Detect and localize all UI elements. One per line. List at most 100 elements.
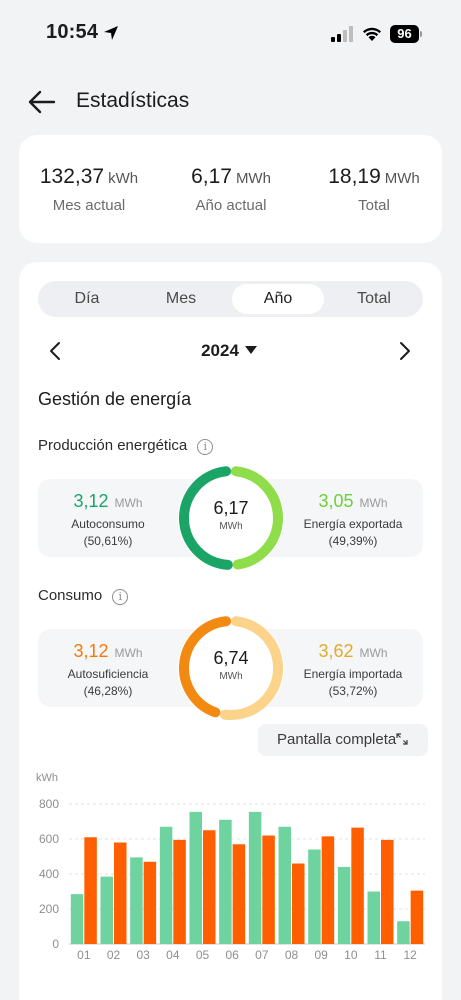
production-center-value: 6,17 (213, 498, 249, 518)
page-title: Estadísticas (76, 89, 190, 112)
production-center-unit: MWh (219, 521, 243, 532)
summary-month-value: 132,37 (39, 165, 105, 188)
summary-total-label: Total (358, 197, 390, 214)
bar-orange (143, 861, 157, 944)
tab-dia[interactable]: Día (74, 290, 100, 307)
y-tick-label: 0 (52, 937, 59, 951)
summary-year-value: 6,17 (191, 165, 232, 188)
bar-orange (410, 890, 424, 944)
caret-down-icon (244, 346, 257, 354)
battery-indicator: 96 (390, 25, 422, 43)
bar-orange (84, 837, 97, 944)
bar-green (70, 894, 84, 944)
period-tabs: Día Mes Año Total (38, 281, 423, 317)
bar-orange (232, 844, 246, 944)
consumption-donut (178, 615, 284, 721)
location-arrow-icon (104, 26, 118, 40)
exportada-pct: (49,39%) (328, 534, 378, 548)
x-tick-label: 08 (285, 948, 299, 962)
bar-green (248, 811, 262, 944)
summary-total: 18,19 MWh Total (304, 165, 444, 214)
bar-orange (262, 835, 275, 944)
fullscreen-label: Pantalla completa (277, 731, 397, 748)
tab-mes[interactable]: Mes (165, 290, 197, 307)
x-tick-label: 01 (77, 948, 91, 962)
importada-stat: 3,62 MWh Energía importada (53,72%) (283, 641, 423, 698)
section-title: Gestión de energía (38, 389, 192, 409)
summary-year: 6,17 MWh Año actual (161, 165, 301, 214)
fullscreen-button[interactable]: Pantalla completa (258, 724, 428, 756)
autoconsumo-pct: (50,61%) (83, 534, 133, 548)
bar-orange (173, 839, 186, 944)
bar-orange (114, 842, 127, 944)
monthly-energy-chart: kWh 0 200 400 600 800 01 02 03 04 05 06 07 08 09 10 11 12 (36, 772, 425, 962)
autosuficiencia-label: Autosuficiencia (67, 667, 149, 681)
bar-green (130, 857, 143, 944)
bar-green (308, 849, 321, 944)
importada-label: Energía importada (303, 667, 403, 681)
statistics-card: Día Mes Año Total 2024 Gestión de energí… (19, 262, 442, 1000)
x-tick-label: 11 (374, 948, 387, 962)
summary-month-label: Mes actual (52, 197, 126, 214)
x-tick-label: 07 (255, 948, 269, 962)
consumption-center-value: 6,74 (213, 648, 249, 668)
autoconsumo-value: 3,12 (73, 491, 109, 511)
bar-green (100, 876, 113, 944)
year-value: 2024 (201, 341, 239, 360)
bar-green (397, 921, 410, 944)
bar-green (189, 811, 202, 944)
x-tick-label: 10 (344, 948, 358, 962)
summary-year-label: Año actual (195, 197, 267, 214)
x-tick-label: 03 (136, 948, 150, 962)
production-title-text: Producción energética (38, 437, 188, 454)
x-tick-label: 12 (403, 948, 417, 962)
importada-value: 3,62 (318, 641, 354, 661)
x-tick-label: 06 (225, 948, 239, 962)
x-tick-label: 05 (196, 948, 210, 962)
exportada-label: Energía exportada (303, 517, 403, 531)
importada-pct: (53,72%) (328, 684, 378, 698)
tab-ano[interactable]: Año (232, 284, 324, 314)
x-tick-label: 09 (314, 948, 328, 962)
chevron-right-icon[interactable] (397, 340, 413, 362)
chevron-left-icon[interactable] (47, 340, 63, 362)
consumption-donut-left-arc (179, 616, 232, 718)
consumption-center-unit: MWh (219, 671, 243, 682)
production-donut (178, 465, 284, 571)
bar-orange (381, 839, 394, 944)
importada-unit: MWh (359, 646, 388, 660)
exportada-unit: MWh (359, 496, 388, 510)
exportada-value: 3,05 (318, 491, 354, 511)
x-tick-label: 04 (166, 948, 180, 962)
wifi-icon (363, 27, 381, 41)
y-tick-label: 600 (39, 832, 59, 846)
y-tick-label: 200 (39, 902, 59, 916)
autosuficiencia-pct: (46,28%) (83, 684, 133, 698)
info-icon[interactable]: i (112, 589, 129, 605)
bar-orange (351, 827, 364, 944)
autosuficiencia-value: 3,12 (73, 641, 109, 661)
consumption-title: Consumo i (38, 587, 129, 605)
x-tick-label: 02 (107, 948, 121, 962)
bar-orange (203, 830, 216, 944)
tab-total[interactable]: Total (357, 290, 391, 307)
y-tick-label: 800 (39, 797, 59, 811)
consumption-title-text: Consumo (38, 587, 103, 604)
summary-total-unit: MWh (384, 170, 420, 187)
production-donut-left-arc (179, 466, 233, 570)
consumption-center: 6,74 MWh (177, 648, 285, 682)
cellular-signal-icon (331, 26, 353, 42)
year-selector[interactable]: 2024 (179, 341, 279, 361)
summary-card: 132,37 kWh Mes actual 6,17 MWh Año actual … (19, 135, 442, 243)
autosuficiencia-unit: MWh (114, 646, 143, 660)
battery-tip (420, 31, 422, 37)
production-title: Producción energética i (38, 437, 214, 455)
info-icon[interactable]: i (197, 439, 214, 455)
bar-green (219, 819, 232, 944)
production-donut-right-arc (230, 466, 283, 570)
autoconsumo-label: Autoconsumo (71, 517, 145, 531)
back-arrow-icon[interactable] (26, 88, 58, 116)
bar-green (367, 891, 380, 944)
production-center: 6,17 MWh (177, 498, 285, 532)
summary-total-value: 18,19 (328, 165, 381, 188)
